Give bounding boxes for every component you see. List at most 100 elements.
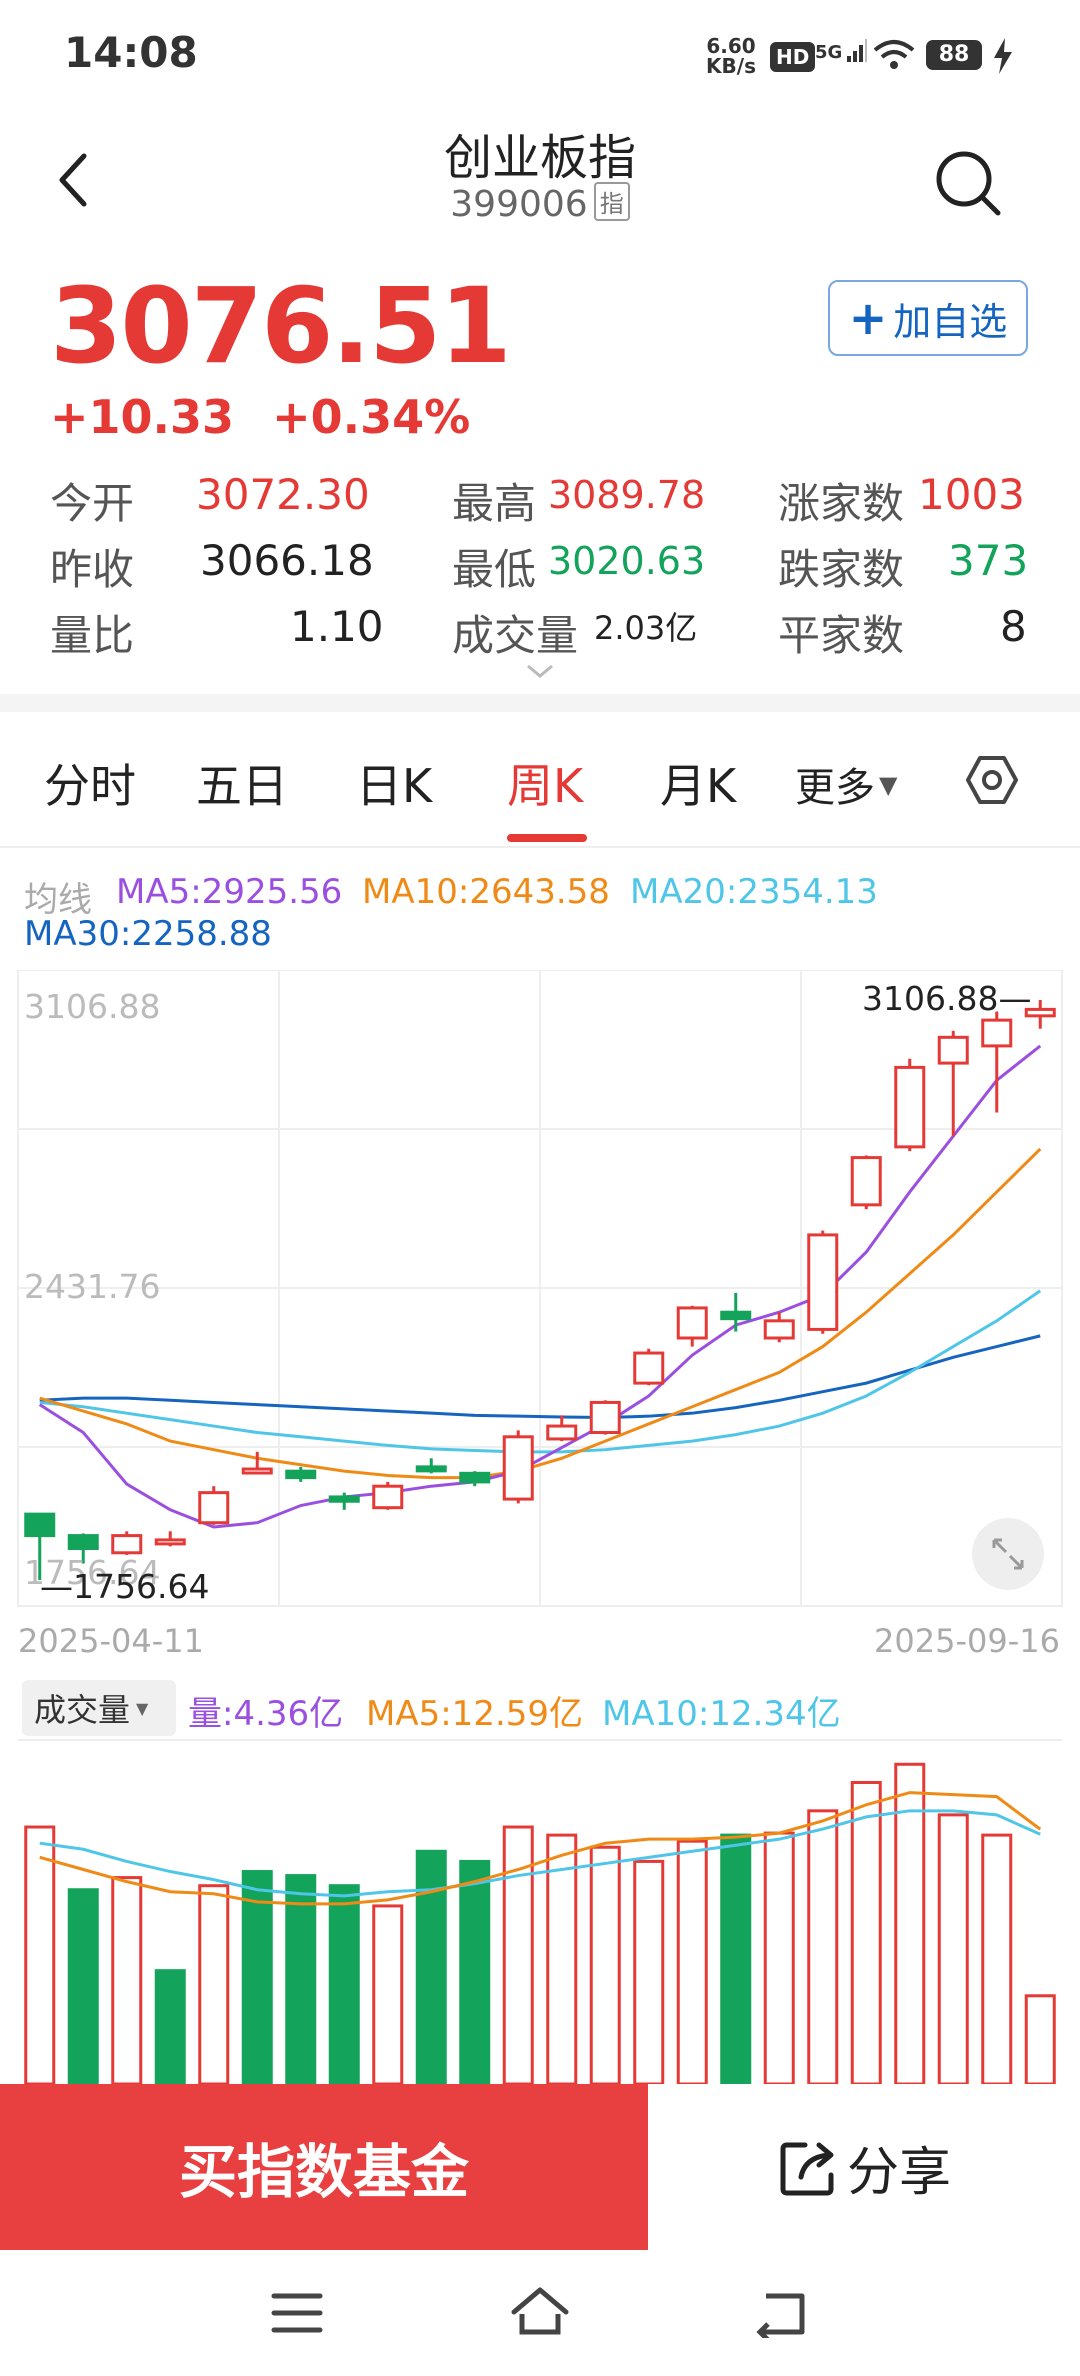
- candle: [241, 1451, 273, 1475]
- vol-ratio-value: 1.10: [290, 602, 384, 651]
- down-count-value: 373: [948, 536, 1029, 585]
- volume-bar: [1024, 1994, 1056, 2084]
- candle-body: [154, 1538, 186, 1546]
- add-watchlist-button[interactable]: + 加自选: [828, 280, 1028, 356]
- open-value: 3072.30: [196, 470, 370, 519]
- back-nav-icon[interactable]: [752, 2288, 810, 2338]
- volume-bar: [894, 1762, 926, 2084]
- volume-ma10-line: [39, 1809, 1041, 1898]
- buy-index-fund-button[interactable]: 买指数基金: [0, 2084, 648, 2250]
- candle: [676, 1305, 708, 1347]
- candle: [546, 1415, 578, 1442]
- candle-body: [981, 1018, 1013, 1048]
- volume-chart[interactable]: [0, 1700, 1080, 2084]
- fullscreen-icon[interactable]: [972, 1518, 1044, 1590]
- down-count-label: 跌家数: [778, 545, 905, 594]
- candle-body: [850, 1156, 882, 1207]
- home-icon[interactable]: [508, 2284, 572, 2338]
- flat-count-value: 8: [1000, 602, 1027, 651]
- candle-body: [894, 1065, 926, 1149]
- volume-bar: [154, 1969, 186, 2084]
- candle-body: [415, 1465, 447, 1473]
- tab-more-label: 更多: [795, 765, 875, 811]
- volume-bar: [198, 1884, 230, 2084]
- x-start-label: 2025-04-11: [18, 1622, 204, 1660]
- menu-icon[interactable]: [270, 2290, 324, 2336]
- tab-intraday[interactable]: 分时: [44, 759, 136, 813]
- candle: [67, 1533, 99, 1564]
- ma-legend-label: 均线: [24, 880, 92, 920]
- signal-icon: 5G: [815, 38, 868, 64]
- ma30-legend: MA30:2258.88: [24, 914, 272, 954]
- high-value: 3089.78: [548, 473, 706, 517]
- ma10-line: [39, 1147, 1042, 1480]
- candle-body: [459, 1471, 491, 1484]
- volume-ma5-line: [39, 1791, 1042, 1906]
- volume-bar: [850, 1780, 882, 2084]
- x-end-label: 2025-09-16: [874, 1622, 1060, 1660]
- caret-down-icon: ▼: [136, 1698, 149, 1718]
- candle: [111, 1531, 143, 1555]
- system-nav-bar: [0, 2250, 1080, 2376]
- code-value: 399006: [450, 184, 588, 225]
- volume-bar: [763, 1831, 795, 2084]
- chart-labels: 3106.88 2431.76 1756.64 3106.88— —1756.64: [24, 979, 1031, 1606]
- volume-bar: [328, 1884, 360, 2084]
- candlestick-chart[interactable]: 3106.88 2431.76 1756.64 3106.88— —1756.64: [0, 970, 1080, 1610]
- active-tab-indicator: [507, 834, 587, 842]
- candle-body: [720, 1310, 752, 1321]
- tab-daily-k[interactable]: 日K: [356, 759, 433, 813]
- tab-more[interactable]: 更多 ▼: [795, 755, 897, 813]
- candle: [502, 1430, 534, 1504]
- share-button[interactable]: 分享: [648, 2084, 1080, 2250]
- candle-body: [807, 1233, 839, 1331]
- wifi-icon: [873, 40, 915, 69]
- search-icon[interactable]: [930, 145, 1006, 221]
- share-label: 分享: [846, 2142, 951, 2203]
- volume-bar: [546, 1833, 578, 2084]
- hd-badge: HD: [770, 42, 816, 72]
- candle-body: [937, 1035, 969, 1065]
- battery-icon: 88: [926, 40, 982, 70]
- tab-five-day[interactable]: 五日: [196, 759, 288, 813]
- volume-bar: [720, 1833, 752, 2084]
- candle: [850, 1155, 882, 1210]
- candle: [981, 1011, 1013, 1113]
- candles: [24, 1000, 1056, 1580]
- change-percent: +0.34%: [272, 390, 471, 444]
- tab-monthly-k[interactable]: 月K: [660, 759, 737, 813]
- current-price: 3076.51: [50, 265, 512, 387]
- volume-bar: [459, 1859, 491, 2084]
- settings-hexagon-icon[interactable]: [964, 752, 1020, 808]
- index-tag: 指: [593, 182, 630, 221]
- back-icon[interactable]: [50, 150, 100, 210]
- candle: [198, 1486, 230, 1525]
- signal-label: 5G: [815, 42, 843, 63]
- plus-icon: +: [848, 291, 888, 345]
- volume-indicator-select[interactable]: 成交量 ▼: [22, 1680, 176, 1736]
- volume-bar: [67, 1888, 99, 2084]
- chevron-down-icon[interactable]: [522, 660, 558, 684]
- volume-bar: [633, 1859, 665, 2084]
- net-speed-unit: KB/s: [706, 54, 756, 78]
- volume-bar: [285, 1874, 317, 2084]
- tab-weekly-k[interactable]: 周K: [507, 759, 584, 813]
- open-label: 今开: [50, 479, 135, 528]
- candle: [937, 1030, 969, 1137]
- candle: [372, 1481, 404, 1510]
- candle-body: [111, 1534, 143, 1555]
- volume-ma-lines: [39, 1791, 1042, 1906]
- candle: [807, 1230, 839, 1334]
- candle-body: [241, 1467, 273, 1475]
- volume-bar: [981, 1833, 1013, 2084]
- candle-body: [546, 1424, 578, 1441]
- volume-bar: [241, 1870, 273, 2084]
- candle: [589, 1400, 621, 1435]
- net-speed: 6.60 KB/s: [700, 36, 762, 76]
- candle-body: [285, 1469, 317, 1480]
- volume-bar: [807, 1809, 839, 2084]
- tab-divider: [0, 846, 1080, 848]
- volume-bar: [24, 1825, 56, 2084]
- ma30-line: [39, 1334, 1041, 1419]
- prev-close-label: 昨收: [50, 545, 135, 594]
